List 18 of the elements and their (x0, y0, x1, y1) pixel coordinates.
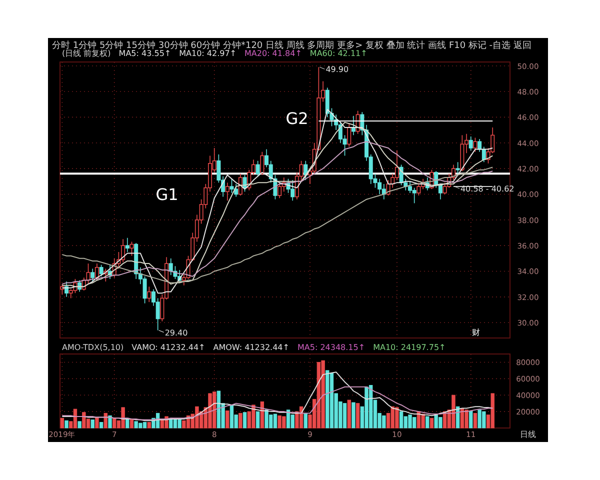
annotation: 财 (472, 328, 480, 337)
chart-subtitle: 分时 1分钟 5分钟 15分钟 30分钟 60分钟 分钟*120 日线 周线 多周期 更多> 复权 叠加 统计 画线 F10 标记 -自选 返回 (52, 40, 532, 51)
text: MA10: 42.97↑ (179, 49, 237, 58)
text: VAMO: 41232.44↑ (132, 343, 206, 352)
annotation: G1 (156, 185, 178, 204)
annotation: 29.40 (164, 328, 188, 338)
text: MA60: 42.11↑ (310, 49, 368, 58)
chart-title: AMO-TDX(5,10) (62, 343, 124, 352)
annotation: G2 (286, 109, 308, 128)
annotation: 49.90 (326, 65, 349, 74)
text: 日线 (520, 430, 536, 439)
text: AMOW: 41232.44↑ (213, 343, 290, 352)
text: MA5: 24348.15↑ (297, 343, 366, 352)
text: MA20: 41.84↑ (244, 49, 302, 58)
chart-title: (日线 前复权) (62, 49, 111, 58)
text: MA10: 24197.75↑ (373, 343, 446, 352)
text: MA5: 43.55↑ (118, 49, 172, 58)
annotation: 40.58 - 40.62 (460, 184, 514, 194)
